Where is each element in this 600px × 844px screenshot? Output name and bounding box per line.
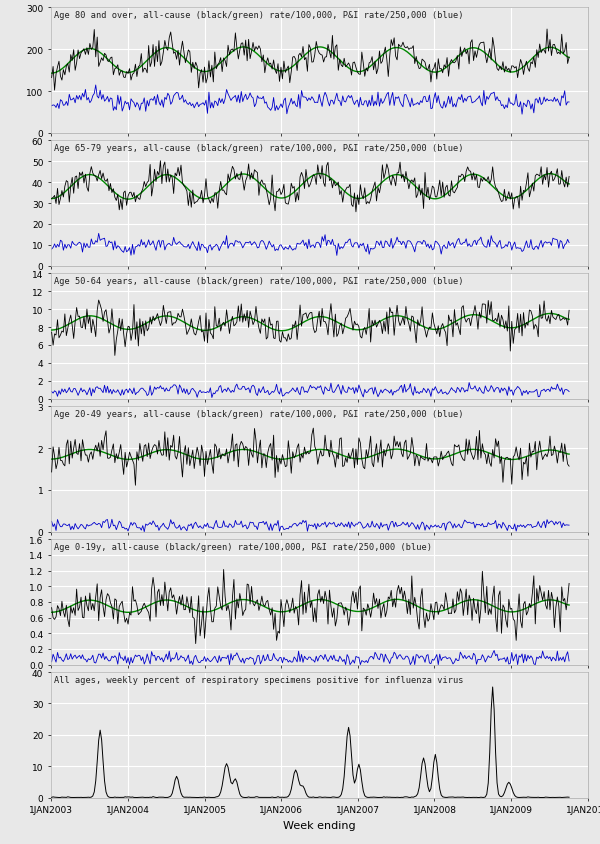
Text: Age 0-19y, all-cause (black/green) rate/100,000, P&I rate/250,000 (blue): Age 0-19y, all-cause (black/green) rate/… — [53, 542, 431, 551]
Text: Age 80 and over, all-cause (black/green) rate/100,000, P&I rate/250,000 (blue): Age 80 and over, all-cause (black/green)… — [53, 11, 463, 20]
Text: Age 65-79 years, all-cause (black/green) rate/100,000, P&I rate/250,000 (blue): Age 65-79 years, all-cause (black/green)… — [53, 143, 463, 153]
Text: All ages, weekly percent of respiratory specimens positive for influenza virus: All ages, weekly percent of respiratory … — [53, 675, 463, 684]
X-axis label: Week ending: Week ending — [283, 820, 356, 830]
Text: Age 20-49 years, all-cause (black/green) rate/100,000, P&I rate/250,000 (blue): Age 20-49 years, all-cause (black/green)… — [53, 409, 463, 419]
Text: Age 50-64 years, all-cause (black/green) rate/100,000, P&I rate/250,000 (blue): Age 50-64 years, all-cause (black/green)… — [53, 277, 463, 285]
